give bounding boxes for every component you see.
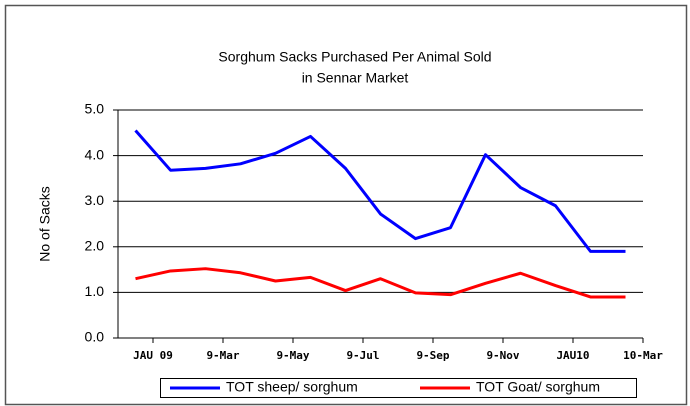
x-tick-label: 9-Mar (206, 349, 239, 362)
y-tick-label: 4.0 (85, 146, 105, 162)
legend-box (160, 378, 637, 398)
x-tick-label: 10-Mar (623, 349, 663, 362)
x-tick-label: JAU 09 (133, 349, 173, 362)
y-axis-label: No of Sacks (37, 186, 53, 261)
chart-title: Sorghum Sacks Purchased Per Animal Sold (218, 49, 491, 65)
y-tick-label: 5.0 (85, 101, 105, 117)
series-line (134, 129, 626, 253)
x-tick-label: JAU10 (556, 349, 589, 362)
x-tick-label: 9-Jul (346, 349, 379, 362)
y-tick-label: 2.0 (85, 238, 105, 254)
y-tick-label: 0.0 (85, 329, 105, 345)
legend-label: TOT Goat/ sorghum (476, 379, 600, 395)
chart-title: in Sennar Market (302, 70, 409, 86)
x-tick-label: 9-Nov (486, 349, 519, 362)
y-tick-label: 3.0 (85, 192, 105, 208)
legend-label: TOT sheep/ sorghum (226, 379, 358, 395)
x-tick-label: 9-Sep (416, 349, 449, 362)
y-tick-label: 1.0 (85, 283, 105, 299)
x-tick-label: 9-May (276, 349, 309, 362)
chart-border (4, 4, 688, 406)
series-line (135, 267, 626, 299)
